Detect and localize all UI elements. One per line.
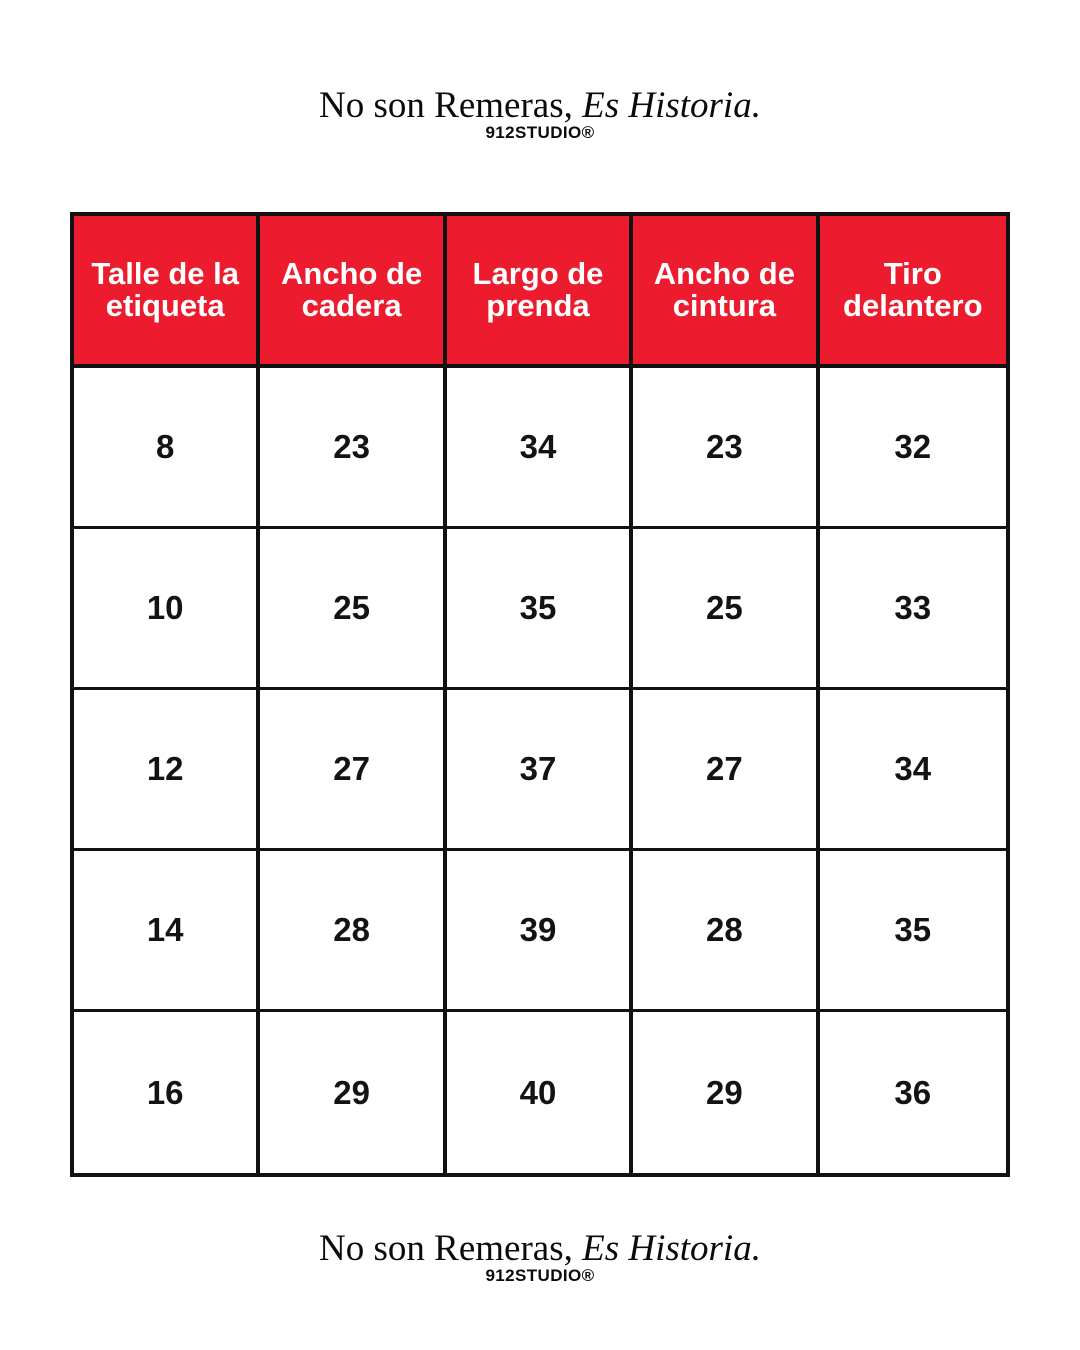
cell-size-label: 14: [74, 851, 261, 1012]
tagline-emphasis-top: Es Historia.: [582, 85, 761, 126]
brand-name-bottom: 912STUDIO®: [485, 1265, 595, 1285]
tagline-top: No son Remeras, Es Historia.: [0, 86, 1080, 126]
cell-garment-length: 37: [446, 690, 634, 851]
cell-garment-length: 35: [446, 529, 634, 690]
size-chart-container: Talle de la etiqueta Ancho de cadera Lar…: [70, 212, 1010, 1177]
tagline-plain-top: No son Remeras,: [319, 85, 573, 126]
cell-waist-width: 23: [633, 368, 820, 529]
cell-hip-width: 25: [260, 529, 447, 690]
cell-size-label: 12: [74, 690, 261, 851]
cell-size-label: 16: [74, 1012, 261, 1173]
footer-lockup: No son Remeras, Es Historia. 912STUDIO®: [0, 1229, 1080, 1286]
tagline-emphasis-bottom: Es Historia.: [582, 1228, 761, 1269]
tagline-plain-bottom: No son Remeras,: [319, 1228, 573, 1269]
cell-hip-width: 27: [260, 690, 447, 851]
cell-hip-width: 28: [260, 851, 447, 1012]
cell-front-rise: 35: [819, 851, 1006, 1012]
column-header-talle-de-la-etiqueta: Talle de la etiqueta: [74, 216, 261, 368]
cell-garment-length: 39: [446, 851, 634, 1012]
column-header-largo-de-prenda: Largo de prenda: [446, 216, 634, 368]
size-chart-table: Talle de la etiqueta Ancho de cadera Lar…: [70, 212, 1010, 1177]
cell-front-rise: 33: [819, 529, 1006, 690]
cell-hip-width: 29: [260, 1012, 447, 1173]
cell-garment-length: 34: [446, 368, 634, 529]
brand-name-top: 912STUDIO®: [485, 122, 595, 142]
header-row: Talle de la etiqueta Ancho de cadera Lar…: [74, 216, 1006, 368]
cell-garment-length: 40: [447, 1012, 634, 1173]
table-row: 8 23 34 23 32: [74, 368, 1006, 529]
cell-waist-width: 29: [633, 1012, 820, 1173]
table-row: 12 27 37 27 34: [74, 690, 1006, 851]
table-row: 14 28 39 28 35: [74, 851, 1006, 1012]
table-header: Talle de la etiqueta Ancho de cadera Lar…: [74, 216, 1006, 368]
column-header-ancho-de-cadera: Ancho de cadera: [260, 216, 447, 368]
cell-waist-width: 25: [633, 529, 820, 690]
cell-front-rise: 32: [819, 368, 1006, 529]
cell-waist-width: 27: [633, 690, 820, 851]
tagline-bottom: No son Remeras, Es Historia.: [0, 1229, 1080, 1269]
table-row: 16 29 40 29 36: [74, 1012, 1006, 1173]
column-header-tiro-delantero: Tiro delantero: [819, 216, 1006, 368]
cell-size-label: 8: [74, 368, 261, 529]
column-header-ancho-de-cintura: Ancho de cintura: [633, 216, 820, 368]
cell-front-rise: 36: [894, 1073, 932, 1111]
cell-size-label: 10: [74, 529, 261, 690]
cell-waist-width: 28: [633, 851, 820, 1012]
table-row: 10 25 35 25 33: [74, 529, 1006, 690]
table-body: 8 23 34 23 32 10 25 35 25 33 12 27 37 27…: [74, 368, 1006, 1173]
header-lockup: No son Remeras, Es Historia. 912STUDIO®: [0, 86, 1080, 143]
cell-front-rise: 34: [819, 690, 1006, 851]
cell-hip-width: 23: [260, 368, 447, 529]
